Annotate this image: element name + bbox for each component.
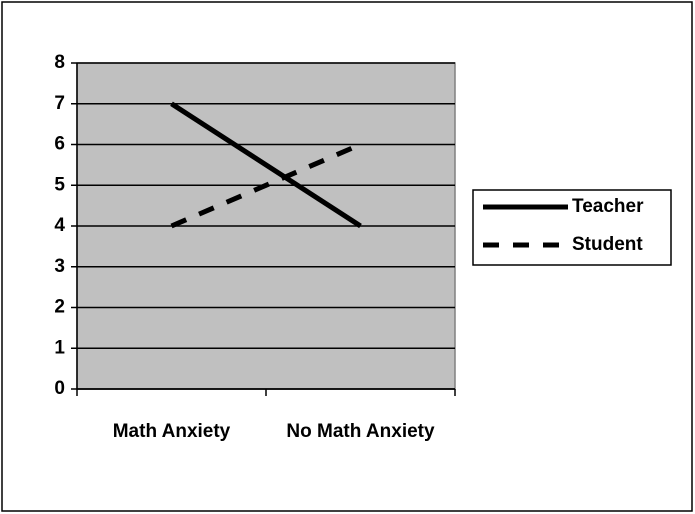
y-tick-label: 0 [54, 378, 65, 399]
legend-label: Teacher [572, 196, 644, 217]
y-tick-label: 8 [54, 52, 65, 73]
y-tick-label: 5 [54, 174, 65, 195]
y-tick-label: 7 [54, 93, 65, 114]
legend-label: Student [572, 234, 643, 255]
y-tick-label: 6 [54, 134, 65, 155]
series-line [170, 101, 362, 229]
y-tick-label: 4 [54, 215, 65, 236]
y-tick-label: 3 [54, 256, 65, 277]
x-tick-label: Math Anxiety [112, 421, 231, 442]
y-tick-label: 1 [54, 337, 65, 358]
legend-box [472, 189, 672, 266]
y-tick-label: 2 [54, 297, 65, 318]
series-line [170, 142, 362, 229]
x-tick-label: No Math Anxiety [286, 421, 435, 442]
